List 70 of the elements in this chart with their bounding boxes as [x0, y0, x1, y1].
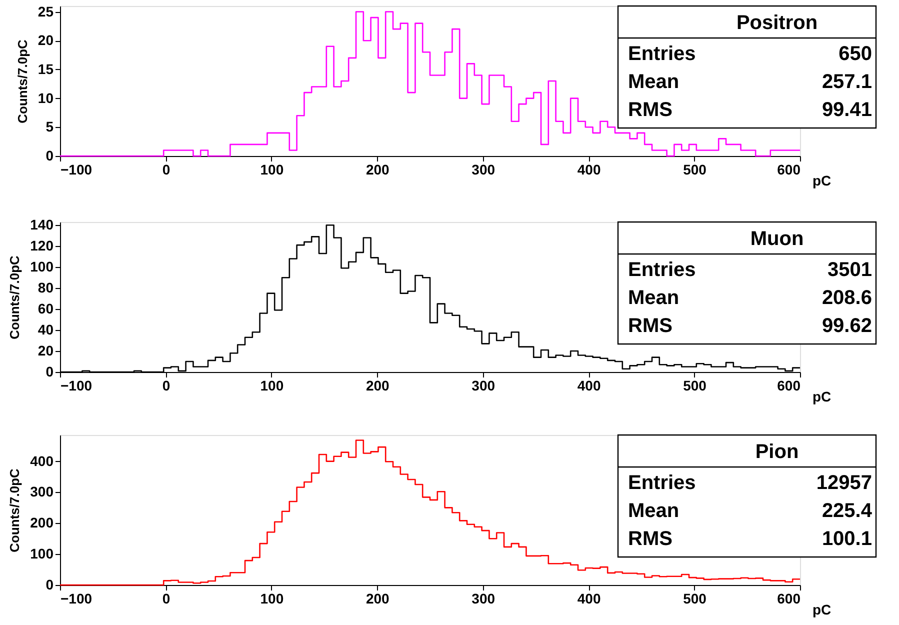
y-tick-label: 15	[38, 60, 54, 77]
annotation: Entries	[628, 259, 696, 281]
y-tick-label: 20	[38, 32, 54, 48]
x-tick-label: 500	[683, 590, 707, 606]
y-tick-label: 200	[30, 514, 54, 531]
y-tick-label: 60	[38, 300, 54, 317]
y-tick-label: 5	[46, 118, 54, 135]
y-tick-label: 40	[38, 322, 54, 338]
y-tick-label: 25	[38, 3, 54, 20]
x-tick-label: 400	[577, 590, 601, 606]
annotation: Mean	[628, 287, 680, 309]
text: 12957	[816, 472, 872, 494]
x-tick-label: 200	[366, 590, 390, 606]
text: 99.41	[822, 99, 872, 121]
text: 650	[838, 43, 872, 65]
x-tick-label: 0	[162, 378, 170, 394]
y-tick-label: 120	[30, 238, 54, 254]
annotation: Mean	[628, 71, 680, 93]
y-axis-title: Counts/7.0pC	[7, 468, 22, 552]
x-tick-label: 0	[162, 590, 170, 606]
x-tick-label: 600	[777, 162, 801, 178]
x-tick-label: −100	[60, 162, 92, 178]
text: 99.62	[822, 315, 872, 337]
x-tick-label: 200	[366, 162, 390, 178]
x-tick-label: 0	[162, 162, 170, 178]
x-tick-label: 100	[260, 378, 284, 394]
y-tick-label: 0	[46, 364, 54, 380]
y-tick-label: 100	[30, 546, 54, 562]
y-axis-title: Counts/7.0pC	[14, 39, 30, 124]
y-tick-label: 80	[38, 280, 54, 296]
text: 208.6	[822, 287, 872, 309]
x-tick-label: −100	[60, 590, 92, 606]
x-tick-label: 300	[472, 378, 496, 394]
annotation: RMS	[628, 528, 672, 550]
x-tick-label: −100	[60, 378, 92, 394]
y-tick-label: 10	[38, 90, 54, 106]
y-tick-label: 300	[30, 484, 54, 500]
annotation: Entries	[628, 43, 696, 65]
y-tick-label: 100	[30, 258, 54, 275]
x-axis-title: pC	[812, 388, 832, 404]
x-tick-label: 100	[260, 590, 284, 606]
x-tick-label: 200	[366, 378, 390, 394]
x-tick-label: 500	[683, 378, 707, 394]
annotation: Entries	[628, 472, 696, 494]
annotation: RMS	[628, 99, 672, 121]
x-axis-title: pC	[812, 602, 832, 618]
y-tick-label: 0	[46, 148, 54, 164]
y-axis-title: Counts/7.0pC	[7, 255, 22, 340]
y-tick-label: 0	[46, 576, 54, 592]
text: 100.1	[822, 528, 872, 550]
x-tick-label: 400	[577, 378, 601, 394]
x-tick-label: 400	[577, 162, 601, 178]
y-tick-label: 140	[30, 216, 54, 233]
x-axis-title: pC	[812, 172, 832, 188]
text: 225.4	[822, 500, 873, 522]
x-tick-label: 300	[472, 162, 496, 178]
x-tick-label: 300	[472, 590, 496, 606]
chart-title: Muon	[750, 228, 804, 250]
x-tick-label: 500	[683, 162, 707, 178]
x-tick-label: 600	[777, 590, 801, 606]
x-tick-label: 600	[777, 378, 801, 394]
y-tick-label: 20	[38, 342, 54, 359]
x-tick-label: 100	[260, 162, 284, 178]
text: 257.1	[822, 71, 872, 93]
chart-title: Pion	[755, 441, 799, 463]
chart-title: Positron	[736, 12, 818, 34]
y-tick-label: 400	[30, 452, 54, 469]
text: 3501	[828, 259, 872, 281]
annotation: RMS	[628, 315, 672, 337]
annotation: Mean	[628, 500, 680, 522]
